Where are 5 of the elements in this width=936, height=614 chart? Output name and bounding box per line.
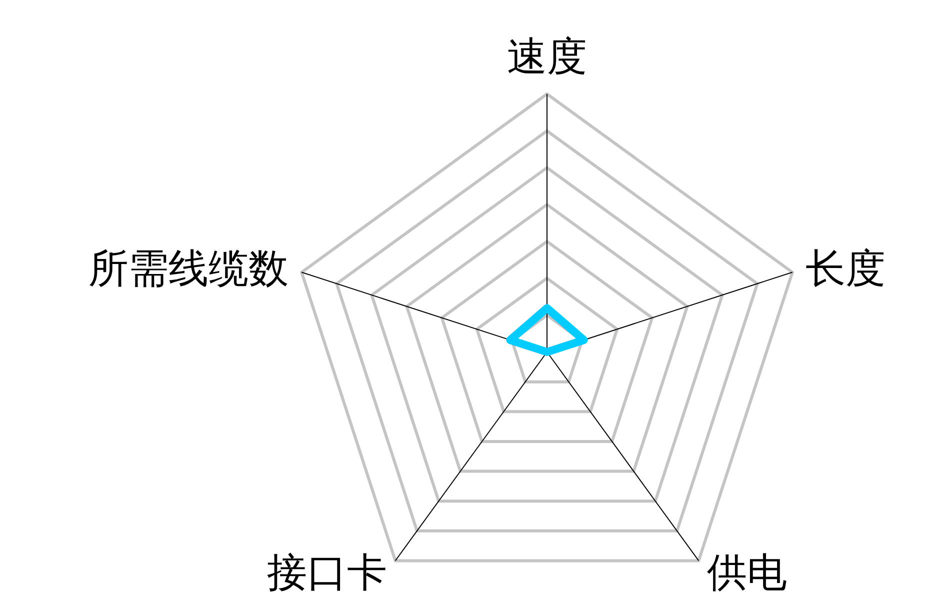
category-label: 长度 — [806, 246, 886, 292]
category-label: 速度 — [507, 34, 587, 80]
category-label: 所需线缆数 — [88, 246, 288, 292]
category-label: 供电 — [706, 550, 787, 596]
category-label: 接口卡 — [267, 550, 388, 596]
